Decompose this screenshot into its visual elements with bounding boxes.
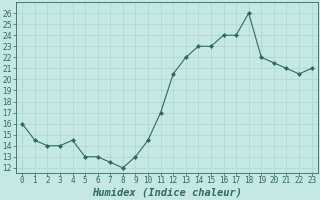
- X-axis label: Humidex (Indice chaleur): Humidex (Indice chaleur): [92, 188, 242, 198]
